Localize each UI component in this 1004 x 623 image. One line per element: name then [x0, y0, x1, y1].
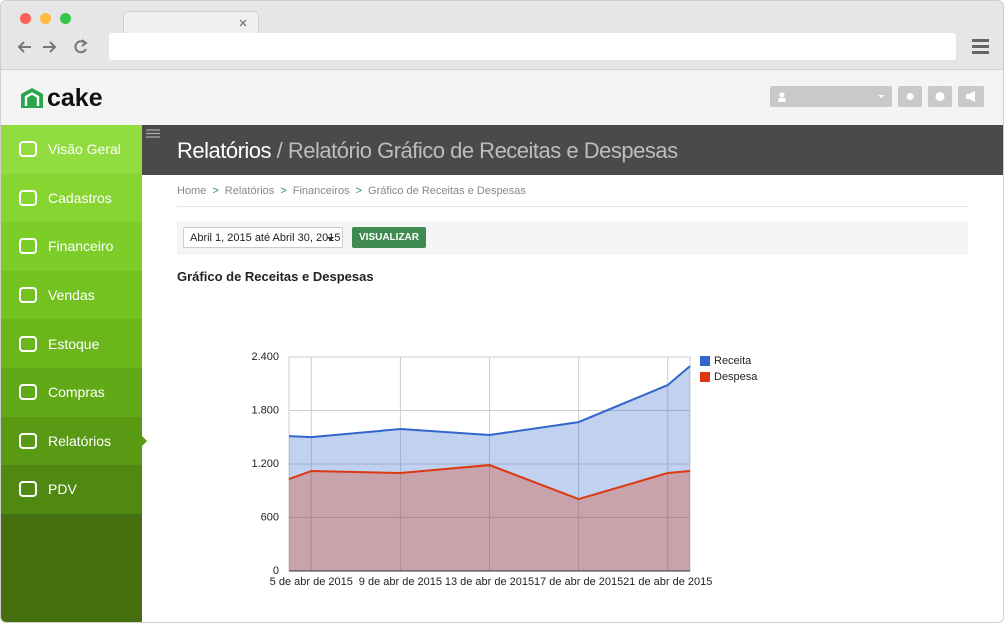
legend-label: Despesa [714, 371, 758, 383]
x-tick-label: 13 de abr de 2015 [445, 576, 534, 588]
x-tick-label: 17 de abr de 2015 [534, 576, 623, 588]
sidebar-icon [19, 432, 37, 449]
breadcrumb-item[interactable]: Financeiros [292, 185, 350, 197]
header-section[interactable]: Relatórios [177, 138, 272, 163]
sidebar-item[interactable]: Visão Geral [1, 125, 142, 174]
sidebar-item[interactable]: Relatórios [1, 416, 147, 466]
sidebar-item[interactable]: Cadastros [1, 173, 142, 223]
breadcrumb-item[interactable]: Relatórios [224, 185, 275, 197]
breadcrumb-item: Gráfico de Receitas e Despesas [368, 185, 526, 197]
icon-shape [19, 335, 37, 352]
area [289, 366, 690, 571]
sidebar: Visão Geral Cadastros Financeiro Vendas Esto… [1, 125, 147, 622]
browser-chrome [1, 1, 1003, 70]
active-marker [142, 435, 147, 446]
legend-label: Receita [714, 355, 752, 367]
legend-swatch [700, 372, 710, 382]
maximize-dot[interactable] [60, 13, 71, 24]
sidebar-icon [19, 384, 37, 401]
chart-title: Gráfico de Receitas e Despesas [177, 269, 374, 284]
sidebar-item[interactable]: Financeiro [1, 222, 142, 271]
line [288, 464, 691, 501]
address-bar[interactable] [109, 33, 956, 60]
sidebar-label: Financeiro [48, 238, 114, 255]
logo-text: cake [47, 84, 103, 112]
sidebar-label: PDV [48, 481, 77, 498]
x-tick-label: 9 de abr de 2015 [359, 576, 442, 588]
icon-shape [19, 384, 37, 401]
y-tick-label: 1.200 [251, 458, 279, 470]
announce-button[interactable] [958, 86, 984, 107]
menu-button[interactable] [971, 37, 991, 55]
sidebar-label: Visão Geral [48, 141, 121, 158]
sidebar-item[interactable]: Estoque [1, 319, 142, 368]
icon-shape [19, 287, 37, 304]
close-dot[interactable] [20, 13, 31, 24]
sidebar-label: Compras [48, 384, 105, 401]
sidebar-item[interactable]: Compras [1, 367, 142, 417]
sidebar-icon [19, 335, 37, 352]
date-range-select[interactable]: Abril 1, 2015 até Abril 30, 2015 [183, 227, 343, 248]
app-header: cake [1, 70, 1003, 125]
icon-shape [19, 189, 37, 206]
breadcrumb-separator: > [280, 185, 287, 197]
header-page: Relatório Gráfico de Receitas e Despesas [287, 138, 678, 163]
sidebar-label: Cadastros [48, 189, 112, 206]
icon-shape [19, 481, 37, 498]
sidebar-icon [19, 238, 37, 255]
legend-swatch [700, 356, 710, 366]
area [289, 465, 690, 571]
collapse-icon[interactable] [145, 129, 161, 139]
breadcrumb: Home > Relatórios > Financeiros > Gráfico de R… [177, 185, 526, 197]
sidebar-icon [19, 287, 37, 304]
divider [177, 206, 968, 207]
y-tick-label: 0 [273, 565, 279, 577]
x-tick-label: 5 de abr de 2015 [270, 576, 353, 588]
icon-shape [19, 141, 37, 158]
sidebar-icon [19, 189, 37, 206]
sidebar-icon [19, 481, 37, 498]
sidebar-label: Estoque [48, 335, 100, 352]
page-header: Relatórios / Relatório Gráfico de Receit… [142, 125, 1003, 175]
header-separator: / [276, 138, 283, 163]
user-dropdown[interactable] [770, 86, 892, 107]
icon-shape [19, 238, 37, 255]
breadcrumb-separator: > [355, 185, 363, 197]
icon-shape [19, 432, 37, 449]
x-tick-label: 21 de abr de 2015 [623, 576, 712, 588]
breadcrumb-item[interactable]: Home [177, 185, 207, 197]
y-tick-label: 600 [261, 511, 279, 523]
breadcrumb-separator: > [212, 185, 219, 197]
sidebar-label: Vendas [48, 287, 95, 304]
minimize-dot[interactable] [40, 13, 51, 24]
logo-icon [21, 88, 43, 108]
browser-tab[interactable] [123, 11, 259, 34]
sidebar-item[interactable]: Vendas [1, 270, 142, 320]
date-range-text: Abril 1, 2015 até Abril 30, 2015 [190, 232, 341, 244]
y-tick-label: 2.400 [251, 351, 279, 363]
settings-button[interactable] [898, 86, 922, 107]
sidebar-item[interactable]: PDV [1, 465, 142, 514]
plot-border [288, 356, 691, 572]
filter-bar: Abril 1, 2015 até Abril 30, 2015 VISUALI… [177, 221, 968, 255]
sidebar-label: Relatórios [48, 432, 112, 449]
sidebar-icon [19, 141, 37, 158]
y-tick-label: 1.800 [251, 404, 279, 416]
nav-buttons[interactable] [15, 37, 95, 57]
visualize-button[interactable]: VISUALIZAR [352, 227, 426, 248]
tab-close[interactable] [124, 12, 258, 34]
line [288, 365, 691, 439]
help-button[interactable] [928, 86, 952, 107]
